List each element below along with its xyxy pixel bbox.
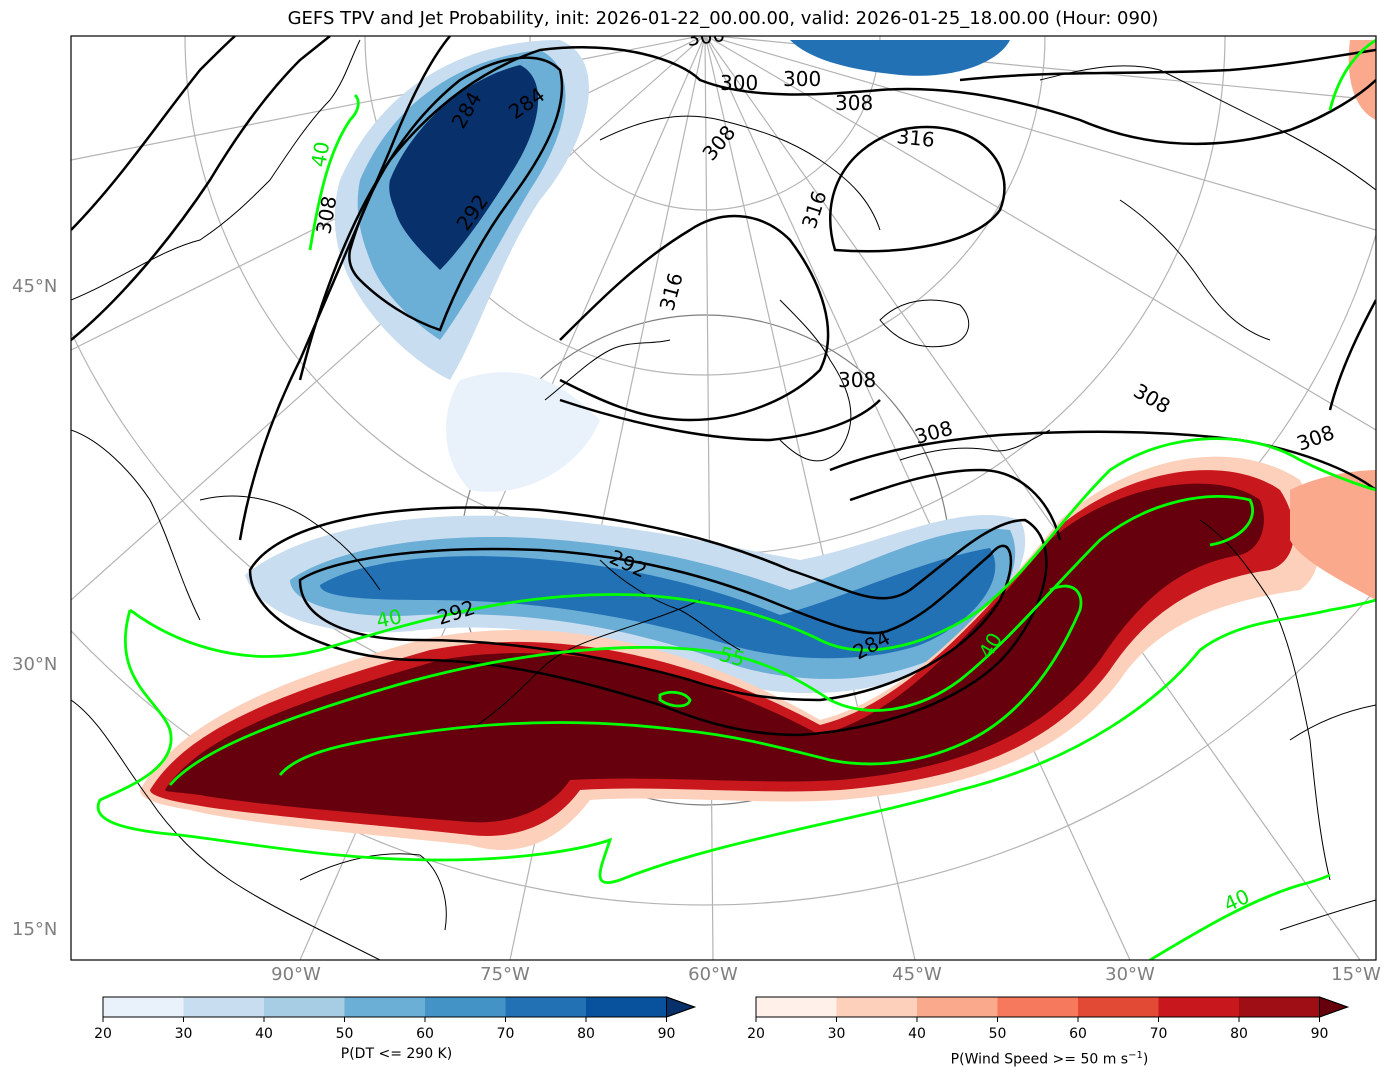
jet-core [165, 483, 1264, 823]
colorbar-jet-tick-label: 70 [1150, 1026, 1168, 1042]
contour-label: 308 [1294, 420, 1338, 456]
theta-tpv-contours [248, 56, 1048, 737]
map-frame [70, 35, 1377, 961]
colorbar-dt-swatch [505, 997, 586, 1017]
contour-label: 316 [895, 124, 935, 152]
colorbar-dt-tick-label: 20 [94, 1026, 112, 1042]
colorbar-dt: 20 30 40 50 60 70 80 90 [94, 996, 696, 1042]
colorbar-dt-tick-label: 30 [175, 1026, 193, 1042]
colorbar-dt-swatch [344, 997, 425, 1017]
contour-label: 308 [697, 121, 740, 166]
tpv-top-strip [790, 40, 1010, 76]
colorbar-jet-tick-label: 30 [828, 1026, 846, 1042]
contour-label: 300 [783, 67, 821, 91]
tpv-shade-core [320, 548, 996, 659]
contour-label: 316 [655, 270, 688, 313]
colorbar-jet-tick-label: 50 [989, 1026, 1007, 1042]
colorbar-dt-swatch [586, 997, 667, 1017]
theta-contours [71, 36, 1376, 541]
jet-contours [96, 38, 1376, 960]
colorbar-jet-swatch [836, 997, 917, 1017]
contour-label: 308 [835, 91, 873, 115]
colorbar-jet-swatch [1078, 997, 1159, 1017]
jet-east-light [1290, 470, 1376, 600]
colorbar-dt-label: P(DT <= 290 K) [340, 1046, 453, 1062]
colorbar-dt-tick-label: 60 [416, 1026, 434, 1042]
contour-label: 300 [720, 71, 758, 95]
contour-label: 316 [797, 188, 832, 232]
lat-label-30n: 30°N [12, 654, 58, 675]
jet-contour-label: 40 [1220, 884, 1253, 917]
contour-label: 308 [912, 416, 955, 449]
colorbar-dt-outline [102, 996, 696, 1018]
colorbar-jet-extend-arrow [1319, 996, 1349, 1018]
tpv-scatter [446, 372, 600, 492]
lon-label-30w: 30°W [1105, 964, 1155, 985]
colorbar-dt-tick-label: 90 [658, 1026, 676, 1042]
colorbar-dt-tick-label: 80 [577, 1026, 595, 1042]
colorbar-jet-swatch [1158, 997, 1239, 1017]
colorbar-dt-tick-label: 40 [255, 1026, 273, 1042]
jet-probability-fill [140, 40, 1376, 850]
lat-label-45n: 45°N [12, 276, 58, 297]
lon-label-60w: 60°W [688, 964, 738, 985]
colorbar-dt-extend-arrow [666, 996, 696, 1018]
colorbar-jet: 20 30 40 50 60 70 80 90 [747, 996, 1349, 1042]
colorbar-jet-outline [755, 996, 1349, 1018]
coastlines [71, 39, 1376, 960]
lon-label-75w: 75°W [480, 964, 530, 985]
lon-label-90w: 90°W [271, 964, 321, 985]
map-title: GEFS TPV and Jet Probability, init: 2026… [287, 8, 1159, 29]
colorbar-jet-swatch [756, 997, 837, 1017]
jet-contour-label: 40 [374, 604, 404, 633]
tpv-probability-fill [245, 40, 1026, 694]
jet-ne-light [1348, 40, 1376, 120]
colorbar-jet-swatch [1239, 997, 1320, 1017]
colorbar-jet-swatch [997, 997, 1078, 1017]
colorbar-jet-tick-label: 40 [908, 1026, 926, 1042]
colorbar-dt-swatch [425, 997, 506, 1017]
tpv-north-core [389, 65, 539, 270]
colorbar-dt-swatch [183, 997, 264, 1017]
contour-label: 308 [838, 368, 876, 392]
colorbar-jet-tick-label: 60 [1069, 1026, 1087, 1042]
colorbar-dt-tick-label: 70 [497, 1026, 515, 1042]
jet-contour-label: 40 [306, 140, 334, 169]
colorbar-jet-swatch [917, 997, 998, 1017]
colorbar-jet-tick-label: 90 [1311, 1026, 1329, 1042]
colorbar-jet-label: P(Wind Speed >= 50 m s−1) [950, 1050, 1149, 1068]
colorbar-dt-swatch [264, 997, 345, 1017]
colorbar-dt-tick-label: 50 [336, 1026, 354, 1042]
contour-label: 308 [1130, 379, 1175, 419]
lon-label-45w: 45°W [892, 964, 942, 985]
colorbar-jet-tick-label: 80 [1230, 1026, 1248, 1042]
lat-label-15n: 15°N [12, 919, 58, 940]
lon-label-15w: 15°W [1331, 964, 1381, 985]
colorbar-jet-tick-label: 20 [747, 1026, 765, 1042]
colorbar-dt-swatch [103, 997, 184, 1017]
